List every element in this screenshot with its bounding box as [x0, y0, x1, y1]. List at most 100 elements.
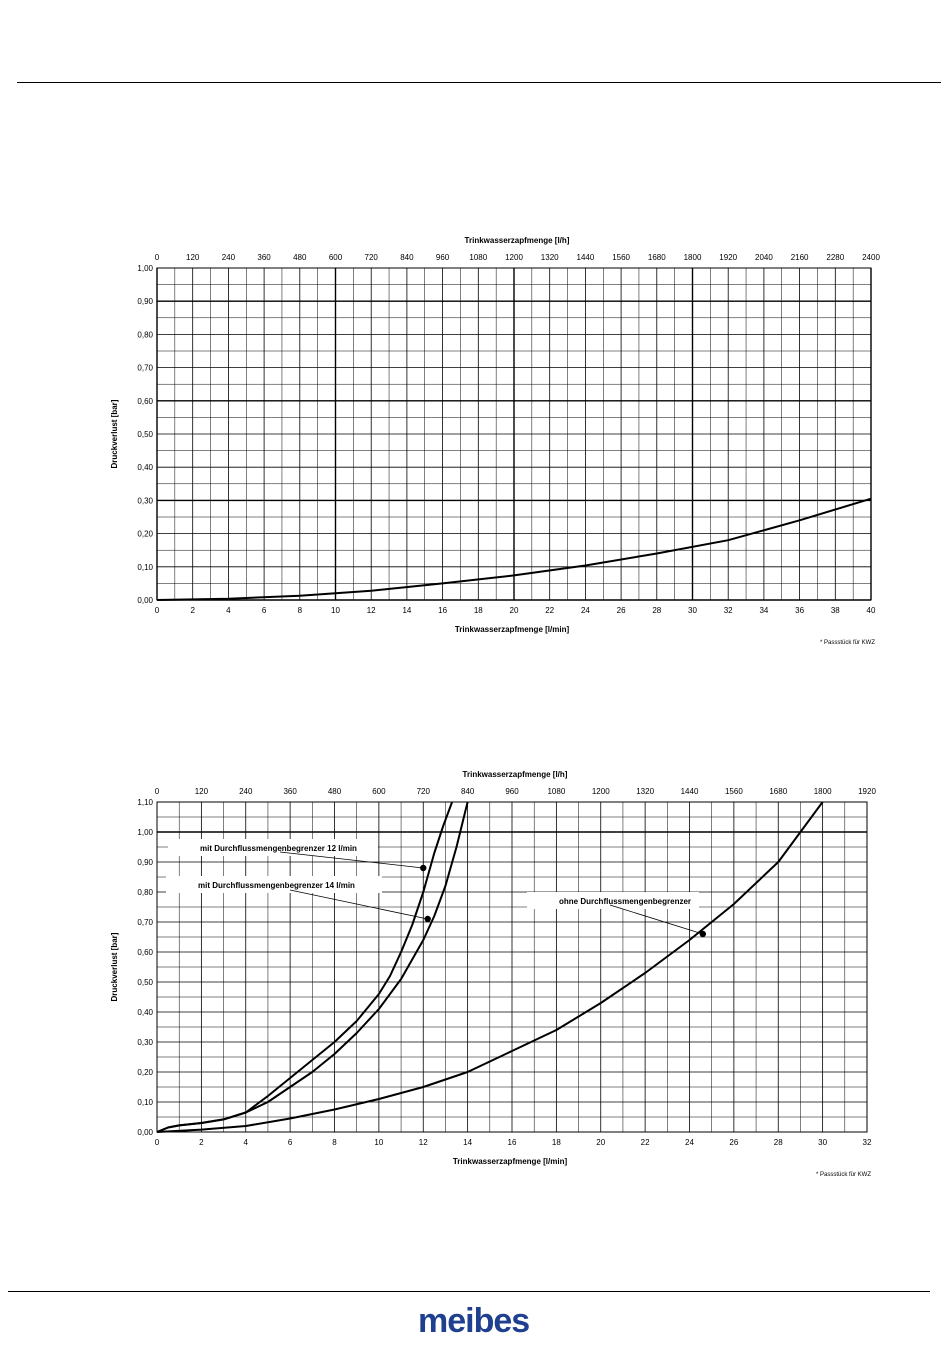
x-tick-top: 600	[372, 787, 386, 796]
y-tick: 0,80	[137, 330, 153, 339]
x-tick-bottom: 16	[508, 1138, 517, 1147]
x-axis-top-label: Trinkwasserzapfmenge [l/h]	[463, 770, 568, 779]
y-tick: 0,80	[137, 888, 153, 897]
x-tick-bottom: 16	[438, 606, 447, 615]
x-tick-bottom: 4	[226, 606, 231, 615]
y-tick: 0,30	[137, 1038, 153, 1047]
y-tick: 0,50	[137, 978, 153, 987]
y-tick: 0,60	[137, 948, 153, 957]
x-tick-top: 1800	[684, 253, 702, 262]
x-tick-bottom: 28	[774, 1138, 783, 1147]
x-tick-bottom: 24	[581, 606, 590, 615]
x-tick-bottom: 4	[244, 1138, 249, 1147]
x-tick-top: 120	[195, 787, 209, 796]
x-tick-bottom: 8	[332, 1138, 337, 1147]
x-tick-top: 960	[436, 253, 450, 262]
x-tick-bottom: 24	[685, 1138, 694, 1147]
x-tick-bottom: 18	[474, 606, 483, 615]
x-tick-top: 720	[365, 253, 379, 262]
x-tick-bottom: 6	[288, 1138, 293, 1147]
annotation-leader	[609, 904, 703, 935]
y-tick: 0,70	[137, 364, 153, 373]
x-tick-bottom: 0	[155, 606, 160, 615]
x-tick-bottom: 2	[199, 1138, 204, 1147]
x-tick-top: 1320	[541, 253, 559, 262]
x-tick-top: 120	[186, 253, 200, 262]
chart-bottom: 0 2 4 6 8 10 12 14 16 18 20 22 24 26 28 30 320 120 240 360 4…	[110, 770, 876, 1178]
annotation-box	[168, 839, 378, 856]
y-tick: 0,00	[137, 1128, 153, 1137]
x-tick-top: 2040	[755, 253, 773, 262]
x-tick-bottom: 10	[331, 606, 340, 615]
x-tick-bottom: 30	[688, 606, 697, 615]
x-tick-bottom: 12	[419, 1138, 428, 1147]
x-tick-top: 1560	[725, 787, 743, 796]
y-tick: 0,20	[137, 1068, 153, 1077]
y-tick: 0,60	[137, 397, 153, 406]
x-axis-bottom-label: Trinkwasserzapfmenge [l/min]	[455, 625, 570, 634]
meibes-logo: meibes	[418, 1302, 548, 1342]
header-rule	[17, 82, 941, 83]
x-tick-bottom: 30	[818, 1138, 827, 1147]
series-line-1	[156, 801, 469, 1133]
x-tick-top: 1560	[612, 253, 630, 262]
x-tick-bottom: 22	[545, 606, 554, 615]
x-tick-top: 1320	[636, 787, 654, 796]
y-tick: 1,10	[137, 798, 153, 807]
x-tick-bottom: 10	[374, 1138, 383, 1147]
x-tick-top: 840	[461, 787, 475, 796]
annotation-label: mit Durchflussmengenbegrenzer 12 l/min	[200, 844, 357, 853]
x-tick-bottom: 8	[298, 606, 303, 615]
x-tick-bottom: 6	[262, 606, 267, 615]
x-tick-bottom: 38	[831, 606, 840, 615]
x-tick-bottom: 2	[190, 606, 195, 615]
annotation-label: ohne Durchflussmengenbegrenzer	[559, 897, 691, 906]
x-tick-bottom: 32	[863, 1138, 872, 1147]
footer-rule	[8, 1291, 930, 1292]
y-tick: 0,70	[137, 918, 153, 927]
x-axis-top-label: Trinkwasserzapfmenge [l/h]	[465, 236, 570, 245]
x-tick-top: 0	[155, 787, 160, 796]
y-tick: 1,00	[137, 264, 153, 273]
x-tick-top: 240	[222, 253, 236, 262]
x-tick-top: 600	[329, 253, 343, 262]
x-tick-top: 360	[257, 253, 271, 262]
y-axis-label: Druckverlust [bar]	[110, 932, 119, 1001]
x-tick-bottom: 18	[552, 1138, 561, 1147]
y-tick: 0,40	[137, 463, 153, 472]
x-tick-top: 360	[283, 787, 297, 796]
x-tick-bottom: 20	[510, 606, 519, 615]
series-line-0	[156, 497, 872, 601]
x-tick-bottom: 14	[402, 606, 411, 615]
y-tick: 0,50	[137, 430, 153, 439]
x-tick-bottom: 14	[463, 1138, 472, 1147]
y-tick: 0,10	[137, 563, 153, 572]
y-tick: 0,90	[137, 858, 153, 867]
footnote: * Passstück für KWZ	[816, 1172, 871, 1178]
x-tick-bottom: 0	[155, 1138, 160, 1147]
x-tick-top: 240	[239, 787, 253, 796]
x-tick-top: 1680	[648, 253, 666, 262]
x-tick-top: 1200	[505, 253, 523, 262]
annotation-leader	[289, 889, 428, 920]
x-tick-bottom: 12	[367, 606, 376, 615]
x-tick-top: 480	[293, 253, 307, 262]
x-tick-top: 1920	[719, 253, 737, 262]
y-tick: 0,90	[137, 297, 153, 306]
plot-frame	[156, 801, 868, 1133]
x-tick-bottom: 36	[795, 606, 804, 615]
y-tick: 0,30	[137, 496, 153, 505]
y-axis-label: Druckverlust [bar]	[110, 399, 119, 468]
x-tick-bottom: 32	[724, 606, 733, 615]
x-tick-bottom: 40	[867, 606, 876, 615]
series-line-2	[156, 801, 824, 1133]
x-tick-bottom: 20	[596, 1138, 605, 1147]
x-tick-top: 720	[417, 787, 431, 796]
x-tick-top: 1680	[769, 787, 787, 796]
x-tick-top: 840	[400, 253, 414, 262]
x-tick-top: 0	[155, 253, 160, 262]
annotation-box	[166, 876, 382, 893]
y-tick: 1,00	[137, 828, 153, 837]
x-tick-top: 1920	[858, 787, 876, 796]
x-tick-bottom: 26	[729, 1138, 738, 1147]
